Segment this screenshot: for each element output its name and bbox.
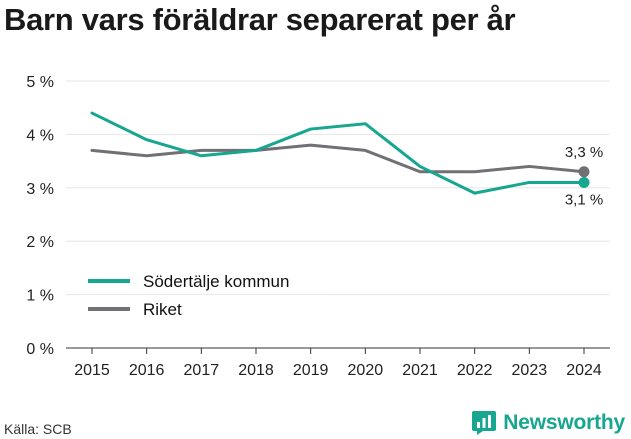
series-lines: 3,1 % 3,3 % <box>90 111 603 208</box>
x-tick-label: 2020 <box>348 362 384 379</box>
series-line-riket <box>90 143 586 174</box>
y-tick-label: 2 % <box>26 234 54 251</box>
x-tick-label: 2021 <box>402 362 438 379</box>
y-tick-label: 0 % <box>26 341 54 358</box>
newsworthy-logo-icon <box>472 411 497 435</box>
y-tick-label: 4 % <box>26 127 54 144</box>
end-value-label: 3,1 % <box>565 191 603 208</box>
x-tick-label: 2023 <box>512 362 548 379</box>
legend-label: Södertälje kommun <box>143 272 289 291</box>
x-tick-label: 2015 <box>74 362 110 379</box>
y-tick-label: 3 % <box>26 181 54 198</box>
x-tick-label: 2019 <box>293 362 329 379</box>
x-tick-label: 2024 <box>566 362 602 379</box>
brand-logo[interactable]: Newsworthy <box>471 410 625 436</box>
legend-label: Riket <box>143 300 182 319</box>
axes: 0 % 1 % 2 % 3 % 4 % 5 % 2015 2016 2017 2018 2019 20… <box>26 74 610 379</box>
x-tick-label: 2018 <box>238 362 274 379</box>
x-tick-label: 2016 <box>129 362 165 379</box>
series-line-s-dert-lje-kommun <box>90 111 586 195</box>
source-credit: Källa: SCB <box>4 421 72 437</box>
chart-title: Barn vars föräldrar separerat per år <box>4 2 516 37</box>
y-tick-label: 5 % <box>26 74 54 91</box>
legend: Södertälje kommun Riket <box>80 267 330 322</box>
brand-name: Newsworthy <box>503 411 625 434</box>
grid-lines <box>66 80 610 296</box>
x-tick-label: 2022 <box>457 362 493 379</box>
end-point-marker <box>578 166 590 178</box>
end-point-marker <box>578 176 590 188</box>
end-value-label: 3,3 % <box>565 144 603 161</box>
y-tick-label: 1 % <box>26 288 54 305</box>
x-tick-label: 2017 <box>184 362 220 379</box>
